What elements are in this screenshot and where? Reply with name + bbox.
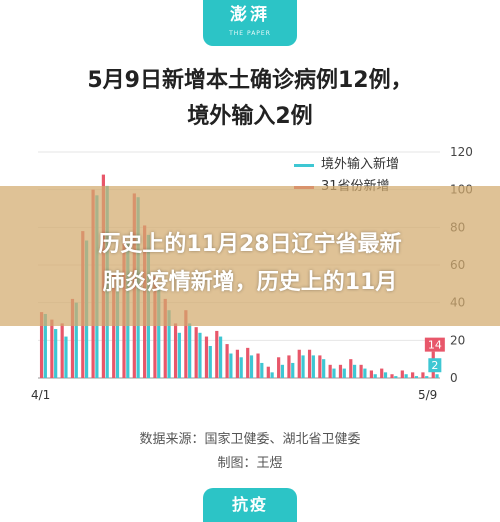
bar-series1 [404,374,408,378]
svg-text:2: 2 [431,359,438,372]
legend-swatch-series1 [294,163,314,167]
bar-series2 [390,374,394,378]
bar-series1 [229,353,233,378]
y-tick-label: 120 [450,145,473,159]
svg-text:14: 14 [428,339,442,352]
bar-series1 [239,357,243,378]
bar-series1 [435,374,439,378]
bar-series2 [318,355,322,378]
headline-line-1: 历史上的11月28日辽宁省最新 [98,232,402,257]
bar-series1 [157,287,161,378]
bar-series2 [235,349,239,378]
y-tick-label: 20 [450,333,465,347]
bar-series2 [307,349,312,378]
bottom-badge: 抗疫 [203,488,297,522]
bar-series1 [218,336,223,378]
bar-series1 [249,355,254,378]
bar-series2 [338,364,343,378]
y-tick-label: 0 [450,371,458,385]
bar-series2 [194,327,198,378]
bar-series2 [246,347,250,378]
bar-series2 [153,276,157,378]
bar-series2 [256,353,260,378]
bar-series2 [70,298,75,378]
bar-series2 [215,330,219,378]
bar-series1 [332,368,336,378]
data-label-series2-last: 14 [424,337,445,352]
bar-series2 [204,336,209,378]
bar-series2 [163,298,167,378]
bar-series2 [421,372,425,378]
legend-label-series1: 境外输入新增 [321,157,400,172]
bar-series1 [363,368,367,378]
bar-series1 [64,336,68,378]
bar-series2 [266,366,270,378]
bar-series1 [198,332,202,378]
bar-series1 [167,310,171,378]
bar-series2 [112,274,116,378]
bar-series1 [270,372,274,378]
bar-series1 [311,355,315,378]
bar-series2 [50,319,54,378]
bar-series1 [43,313,47,378]
bar-series2 [60,323,64,378]
x-axis-end-label: 5/9 [418,388,438,402]
bar-series2 [349,359,353,378]
bar-series1 [342,368,346,378]
bar-series1 [414,376,419,378]
bar-series2 [184,310,188,378]
bar-series1 [260,362,264,378]
bar-series1 [352,364,357,378]
bar-series1 [188,323,192,378]
bar-series2 [369,370,373,378]
bar-series1 [322,359,326,378]
chart-title-line-2: 境外输入2例 [187,104,313,129]
chart-author: 制图：王煜 [217,456,283,471]
bar-series1 [301,355,305,378]
legend-item-series1: 境外输入新增 [294,154,399,176]
bar-series2 [39,312,44,378]
bar-series1 [74,302,78,378]
bar-series1 [177,332,181,378]
bar-series2 [380,368,384,378]
chart-title-line-1: 5月9日新增本土确诊病例12例， [87,68,413,93]
bar-series1 [115,285,120,378]
brand-logo-text: 澎湃 [230,5,270,25]
bar-series1 [291,362,295,378]
bar-series1 [280,364,285,378]
bar-series1 [373,374,377,378]
bar-series1 [425,376,429,378]
x-axis-start-label: 4/1 [31,388,51,402]
bar-series2 [287,355,291,378]
brand-logo: 澎湃 THE PAPER [203,0,297,46]
bar-series2 [411,372,415,378]
bar-series1 [383,372,388,378]
bar-series2 [225,344,229,378]
bar-series1 [208,345,212,378]
headline-overlay [0,186,500,326]
bar-series2 [400,370,404,378]
bar-series2 [328,364,332,378]
bar-series1 [394,376,398,378]
headline-line-2: 肺炎疫情新增，历史上的11月 [102,270,398,295]
data-label-series1-last: 2 [428,358,442,373]
bar-series2 [173,323,178,378]
bar-series2 [359,364,363,378]
bar-series2 [297,349,301,378]
brand-logo-subtext: THE PAPER [229,30,271,37]
bar-series2 [277,357,281,378]
bar-series1 [54,329,58,378]
data-source: 数据来源：国家卫健委、湖北省卫健委 [139,432,361,447]
